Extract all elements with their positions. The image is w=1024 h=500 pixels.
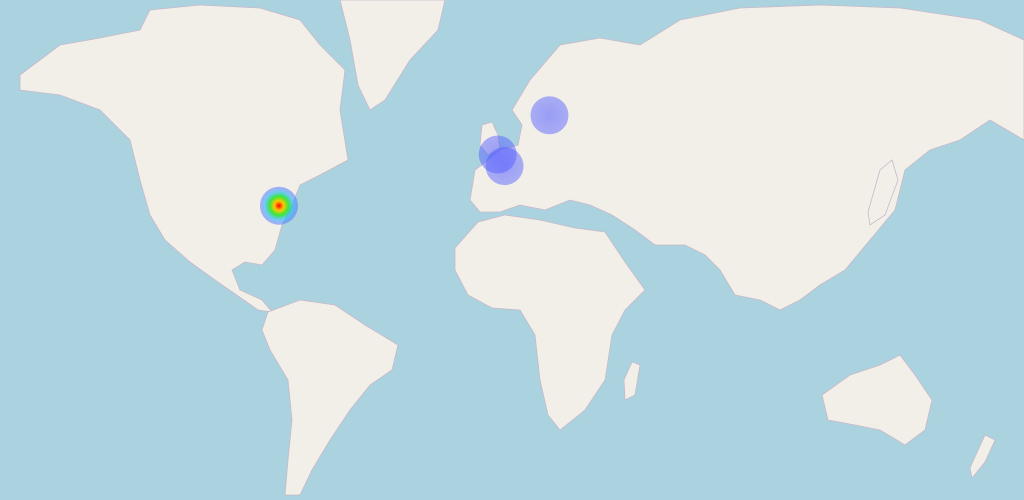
eurasia xyxy=(469,4,1024,311)
south-america xyxy=(261,299,399,496)
heat-point xyxy=(259,186,298,225)
heat-point xyxy=(485,147,524,186)
japan xyxy=(867,159,899,226)
australia xyxy=(821,354,933,446)
land xyxy=(19,0,1024,496)
heat-point xyxy=(530,96,569,135)
africa xyxy=(454,214,646,431)
new-zealand xyxy=(969,434,996,479)
north-america xyxy=(19,4,349,313)
madagascar xyxy=(623,361,641,401)
greenland xyxy=(339,0,446,111)
heatmap-layer xyxy=(259,96,569,225)
